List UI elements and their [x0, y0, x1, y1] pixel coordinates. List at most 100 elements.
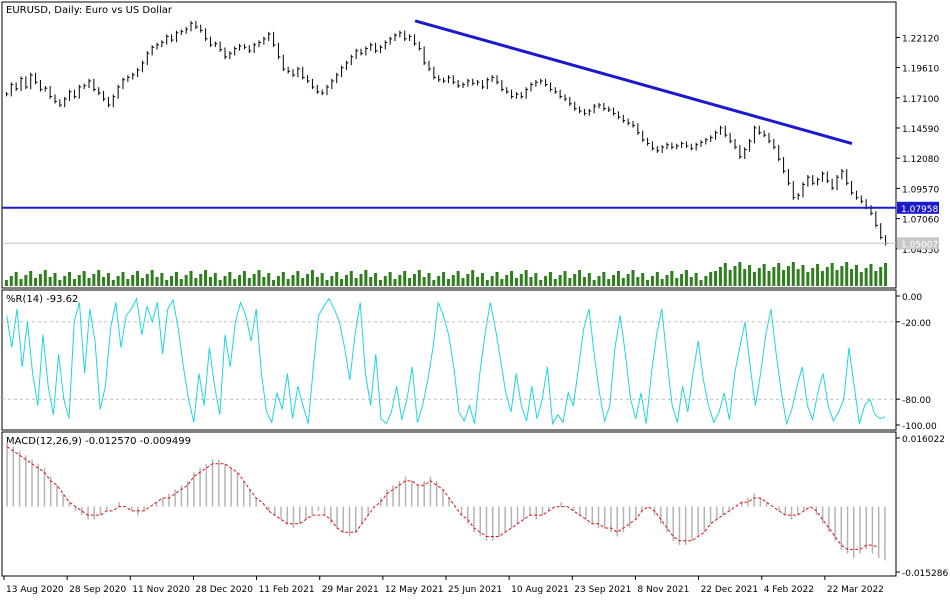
volume-bar: [398, 275, 402, 286]
price-ytick-label: 1.22120: [902, 34, 939, 44]
price-ytick-label: 1.17100: [902, 95, 939, 105]
wpr-series: [2, 296, 896, 426]
volume-bar: [369, 277, 373, 286]
volume-bar: [276, 276, 280, 286]
volume-bar: [874, 271, 878, 286]
volume-bar: [665, 275, 669, 286]
volume-bar: [748, 265, 752, 286]
volume-bar: [194, 278, 198, 286]
price-label-box: [897, 237, 939, 250]
volume-bar: [854, 265, 858, 286]
volume-bar: [573, 274, 577, 286]
wpr-line: [6, 296, 886, 426]
volume-bar: [364, 270, 368, 286]
volume-bar: [442, 272, 446, 286]
volume-bar: [884, 263, 888, 286]
wpr-ytick-label: 0.00: [902, 293, 922, 303]
wpr-ytick-label: -80.00: [902, 396, 931, 406]
volume-bar: [733, 266, 737, 286]
volume-bar: [4, 280, 8, 286]
x-tick-label: 4 Feb 2022: [764, 585, 814, 595]
volume-bar: [165, 280, 169, 286]
volume-bar: [204, 270, 208, 286]
volume-bar: [340, 279, 344, 286]
volume-bar: [602, 272, 606, 286]
volume-bar: [485, 280, 489, 286]
volume-bar: [14, 272, 18, 286]
volume-bar: [728, 270, 732, 286]
x-tick-label: 28 Dec 2020: [195, 585, 253, 595]
volume-bar: [354, 278, 358, 286]
volume-bar: [306, 274, 310, 286]
x-tick-label: 13 Aug 2020: [6, 585, 64, 595]
volume-bar: [869, 264, 873, 286]
volume-bar: [835, 270, 839, 286]
volume-bar: [437, 276, 441, 286]
volume-bar: [325, 280, 329, 286]
volume-bar: [48, 277, 52, 286]
wpr-ytick-label: -20.00: [902, 319, 931, 329]
volume-bar: [514, 278, 518, 286]
volume-bar: [782, 270, 786, 286]
volume-bar: [859, 272, 863, 286]
volume-bar: [582, 277, 586, 286]
volume-bar: [174, 272, 178, 286]
volume-bar: [650, 276, 654, 286]
volume-bar: [155, 277, 159, 286]
wpr-panel-title: %R(14) -93.62: [6, 294, 78, 305]
macd-panel-frame: [1, 431, 897, 577]
volume-bar: [208, 277, 212, 286]
volume-bar: [563, 271, 567, 286]
wpr-panel-frame: [1, 289, 897, 431]
volume-bar: [578, 270, 582, 286]
volume-bar: [140, 278, 144, 286]
x-tick-label: 23 Sep 2021: [574, 585, 631, 595]
volume-bar: [529, 277, 533, 286]
volume-bar: [752, 272, 756, 286]
volume-bar: [456, 271, 460, 286]
volume-bar: [77, 275, 81, 286]
volume-bar: [500, 279, 504, 286]
volume-bar: [718, 267, 722, 286]
volume-bar: [612, 275, 616, 286]
volume-bar: [757, 268, 761, 286]
volume-bar: [820, 271, 824, 286]
volume-bar: [330, 276, 334, 286]
volume-bar: [432, 280, 436, 286]
volume-bar: [476, 277, 480, 286]
volume-bar: [480, 273, 484, 286]
volume-bar: [772, 267, 776, 286]
volume-bar: [218, 280, 222, 286]
x-tick-label: 11 Nov 2020: [132, 585, 190, 595]
volume-bar: [534, 273, 538, 286]
volume-bar: [189, 271, 193, 286]
volume-bar: [344, 275, 348, 286]
volume-bar: [699, 280, 703, 286]
x-tick-label: 11 Feb 2021: [259, 585, 315, 595]
volume-bar: [505, 275, 509, 286]
volume-bar: [641, 273, 645, 286]
volume-bar: [34, 278, 38, 286]
trend-line: [414, 19, 853, 145]
volume-bar: [743, 269, 747, 286]
volume-bar: [417, 270, 421, 286]
volume-bar: [393, 279, 397, 286]
volume-bar: [777, 263, 781, 286]
x-tick-label: 22 Mar 2022: [827, 585, 884, 595]
volume-bar: [621, 278, 625, 286]
volume-bar: [680, 274, 684, 286]
volume-bar: [408, 278, 412, 286]
volume-bar: [548, 272, 552, 286]
volume-bar: [145, 274, 149, 286]
volume-bar: [495, 272, 499, 286]
volume-bar: [257, 270, 261, 286]
volume-bar: [490, 276, 494, 286]
volume-bar: [349, 271, 353, 286]
macd-panel-title: MACD(12,26,9) -0.012570 -0.009499: [6, 436, 191, 447]
volume-bar: [378, 280, 382, 286]
volume-bar: [806, 272, 810, 286]
price-ytick-label: 1.14590: [902, 125, 939, 135]
volume-bar: [544, 276, 548, 286]
volume-bar: [72, 279, 76, 286]
volume-bar: [524, 270, 528, 286]
